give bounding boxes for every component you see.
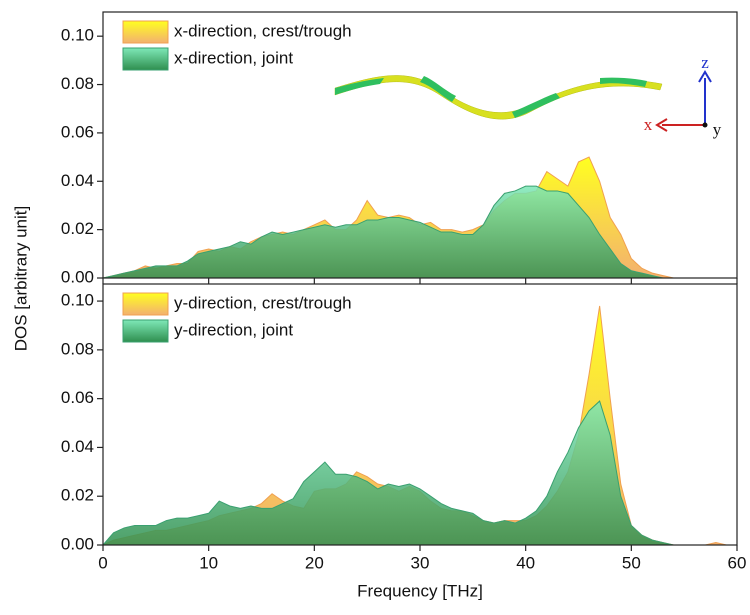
legend-swatch bbox=[122, 20, 169, 44]
legend-swatch bbox=[122, 292, 169, 316]
inset-axis-label: y bbox=[713, 120, 722, 139]
ribbon-stripe bbox=[600, 77, 647, 87]
y-dot bbox=[702, 122, 708, 128]
ribbon-stripe bbox=[512, 93, 560, 118]
legend-label: x-direction, crest/trough bbox=[174, 21, 352, 40]
legend-label: y-direction, crest/trough bbox=[174, 293, 352, 312]
y-tick-label: 0.08 bbox=[61, 339, 94, 358]
panel bbox=[102, 156, 737, 279]
area bbox=[101, 400, 737, 546]
inset-axis-label: z bbox=[701, 53, 709, 72]
inset-axis-label: x bbox=[644, 115, 653, 134]
x-tick-label: 50 bbox=[622, 553, 641, 572]
x-tick-label: 40 bbox=[516, 553, 535, 572]
legend-label: x-direction, joint bbox=[174, 48, 293, 67]
y-tick-label: 0.02 bbox=[61, 219, 94, 238]
x-tick-label: 10 bbox=[199, 553, 218, 572]
legend-swatch bbox=[122, 47, 169, 71]
y-tick-label: 0.00 bbox=[61, 534, 94, 553]
x-tick-label: 0 bbox=[98, 553, 107, 572]
y-axis-label: DOS [arbitrary unit] bbox=[11, 206, 30, 352]
panel bbox=[101, 305, 737, 546]
legend-label: y-direction, joint bbox=[174, 320, 293, 339]
inset-axes bbox=[655, 70, 712, 132]
y-tick-label: 0.04 bbox=[61, 171, 94, 190]
ribbon-stripe bbox=[335, 78, 384, 95]
y-tick-label: 0.06 bbox=[61, 122, 94, 141]
legend-swatch bbox=[122, 319, 169, 343]
y-tick-label: 0.04 bbox=[61, 437, 94, 456]
y-tick-label: 0.00 bbox=[61, 267, 94, 286]
y-tick-label: 0.10 bbox=[61, 291, 94, 310]
x-tick-label: 60 bbox=[728, 553, 747, 572]
area bbox=[102, 185, 737, 279]
y-tick-label: 0.02 bbox=[61, 486, 94, 505]
x-axis-label: Frequency [THz] bbox=[357, 581, 483, 600]
y-tick-label: 0.06 bbox=[61, 388, 94, 407]
inset-ribbon bbox=[334, 75, 663, 120]
x-tick-label: 30 bbox=[411, 553, 430, 572]
y-tick-label: 0.10 bbox=[61, 26, 94, 45]
x-arrowhead bbox=[655, 118, 668, 132]
z-arrowhead bbox=[698, 70, 712, 83]
x-tick-label: 20 bbox=[305, 553, 324, 572]
ribbon-stripe bbox=[420, 76, 456, 102]
y-tick-label: 0.08 bbox=[61, 74, 94, 93]
